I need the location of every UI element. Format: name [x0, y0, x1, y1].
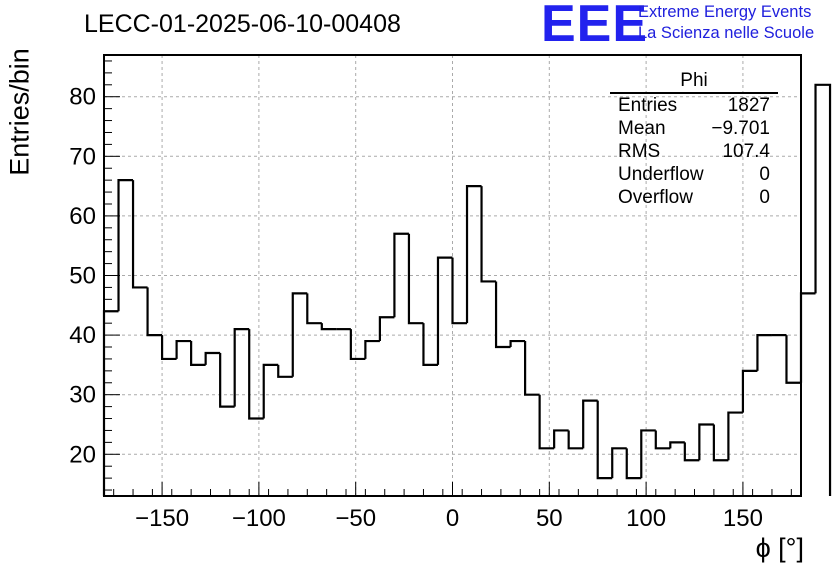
y-tick-label: 40: [69, 322, 96, 349]
histogram-bin: [306, 293, 322, 325]
histogram-bin: [799, 292, 816, 383]
histogram-bin: [262, 363, 279, 419]
histogram-bin: [727, 411, 743, 461]
histogram-bin: [146, 287, 163, 337]
stats-label: Entries: [618, 95, 678, 116]
y-tick-label: 60: [69, 203, 96, 230]
histogram-bin: [436, 256, 453, 365]
y-tick-label: 70: [69, 143, 96, 170]
stats-row-entries: Entries 1827: [610, 94, 778, 117]
x-tick-label: −150: [135, 505, 189, 532]
stats-value: −9.701: [711, 118, 770, 139]
histogram-bin: [233, 328, 250, 407]
x-tick-label: 50: [536, 505, 563, 532]
stats-row-underflow: Underflow 0: [610, 163, 778, 186]
stats-value: 0: [759, 187, 770, 208]
histogram-bin: [378, 316, 395, 342]
histogram-bin: [117, 179, 134, 312]
histogram-bin: [277, 364, 293, 378]
chart-title: LECC-01-2025-06-10-00408: [84, 10, 401, 38]
histogram-bin: [756, 333, 772, 371]
histogram-bin: [494, 281, 511, 349]
x-tick-label: 150: [723, 505, 763, 532]
histogram-bin: [407, 233, 424, 325]
histogram-bin: [611, 447, 627, 479]
stats-row-overflow: Overflow 0: [610, 186, 778, 209]
stats-row-rms: RMS 107.4: [610, 140, 778, 163]
y-tick-label: 50: [69, 263, 96, 290]
histogram-bin: [741, 369, 758, 413]
x-axis-label: ϕ [°]: [755, 533, 804, 563]
histogram-bin: [175, 339, 192, 359]
y-axis: 20 30 40 50 60 70 80: [69, 60, 120, 491]
histogram-bin: [538, 394, 555, 450]
histogram-bin: [625, 448, 642, 480]
histogram-bin: [349, 329, 366, 361]
logo-line-1: Extreme Energy Events: [638, 3, 812, 21]
x-tick-label: −100: [232, 505, 286, 532]
histogram-bin: [553, 429, 569, 449]
histogram-bin: [248, 329, 264, 420]
logo-text: Extreme Energy Events La Scienza nelle S…: [638, 2, 814, 44]
histogram-bin: [596, 400, 613, 480]
stats-label: RMS: [618, 141, 661, 162]
logo-line-2: La Scienza nelle Scuole: [638, 24, 815, 42]
histogram-bin: [393, 232, 409, 318]
eee-logo: EEE: [541, 0, 649, 53]
histogram-bin: [422, 323, 438, 366]
histogram-bins: [102, 83, 832, 496]
stats-value: 1827: [727, 95, 770, 116]
histogram-bin: [785, 335, 801, 384]
histogram-bin: [320, 323, 337, 331]
y-tick-label: 30: [69, 382, 96, 409]
histogram-bin: [683, 442, 700, 462]
histogram-bin: [480, 186, 497, 283]
x-axis: −150 −100 −50 0 50 100 150: [113, 482, 792, 532]
stats-value: 107.4: [722, 141, 770, 162]
histogram-bin: [698, 423, 714, 461]
x-tick-label: 100: [626, 505, 666, 532]
histogram-bin: [160, 335, 177, 361]
histogram-bin: [567, 430, 584, 450]
histogram-bin: [451, 257, 468, 325]
histogram-bin: [219, 352, 235, 408]
y-axis-label: Entries/bin: [4, 48, 35, 176]
stats-box: Phi Entries 1827 Mean −9.701 RMS 107.4 U…: [610, 70, 778, 209]
stats-title: Phi: [610, 70, 778, 94]
histogram-bin: [364, 339, 380, 359]
x-tick-label: −50: [335, 505, 376, 532]
stats-label: Mean: [618, 118, 666, 139]
histogram-bin: [102, 310, 119, 496]
histogram-bin: [204, 351, 221, 365]
histogram-bin: [524, 341, 540, 396]
histogram-bin: [669, 441, 685, 449]
stats-value: 0: [759, 164, 770, 185]
histogram-bin: [654, 430, 671, 450]
histogram-bin: [814, 83, 832, 496]
stats-row-mean: Mean −9.701: [610, 117, 778, 140]
histogram-bin: [509, 339, 526, 348]
histogram-bin: [131, 180, 148, 289]
histogram-bin: [582, 399, 598, 449]
y-tick-label: 80: [69, 84, 96, 111]
histogram-bin: [465, 185, 482, 324]
stats-label: Underflow: [618, 164, 704, 185]
stats-label: Overflow: [618, 187, 693, 208]
histogram-bin: [190, 341, 206, 366]
histogram-bin: [291, 292, 308, 377]
x-tick-label: 0: [446, 505, 459, 532]
y-tick-label: 20: [69, 441, 96, 468]
histogram-bin: [712, 424, 729, 462]
histogram-bin: [640, 429, 656, 479]
